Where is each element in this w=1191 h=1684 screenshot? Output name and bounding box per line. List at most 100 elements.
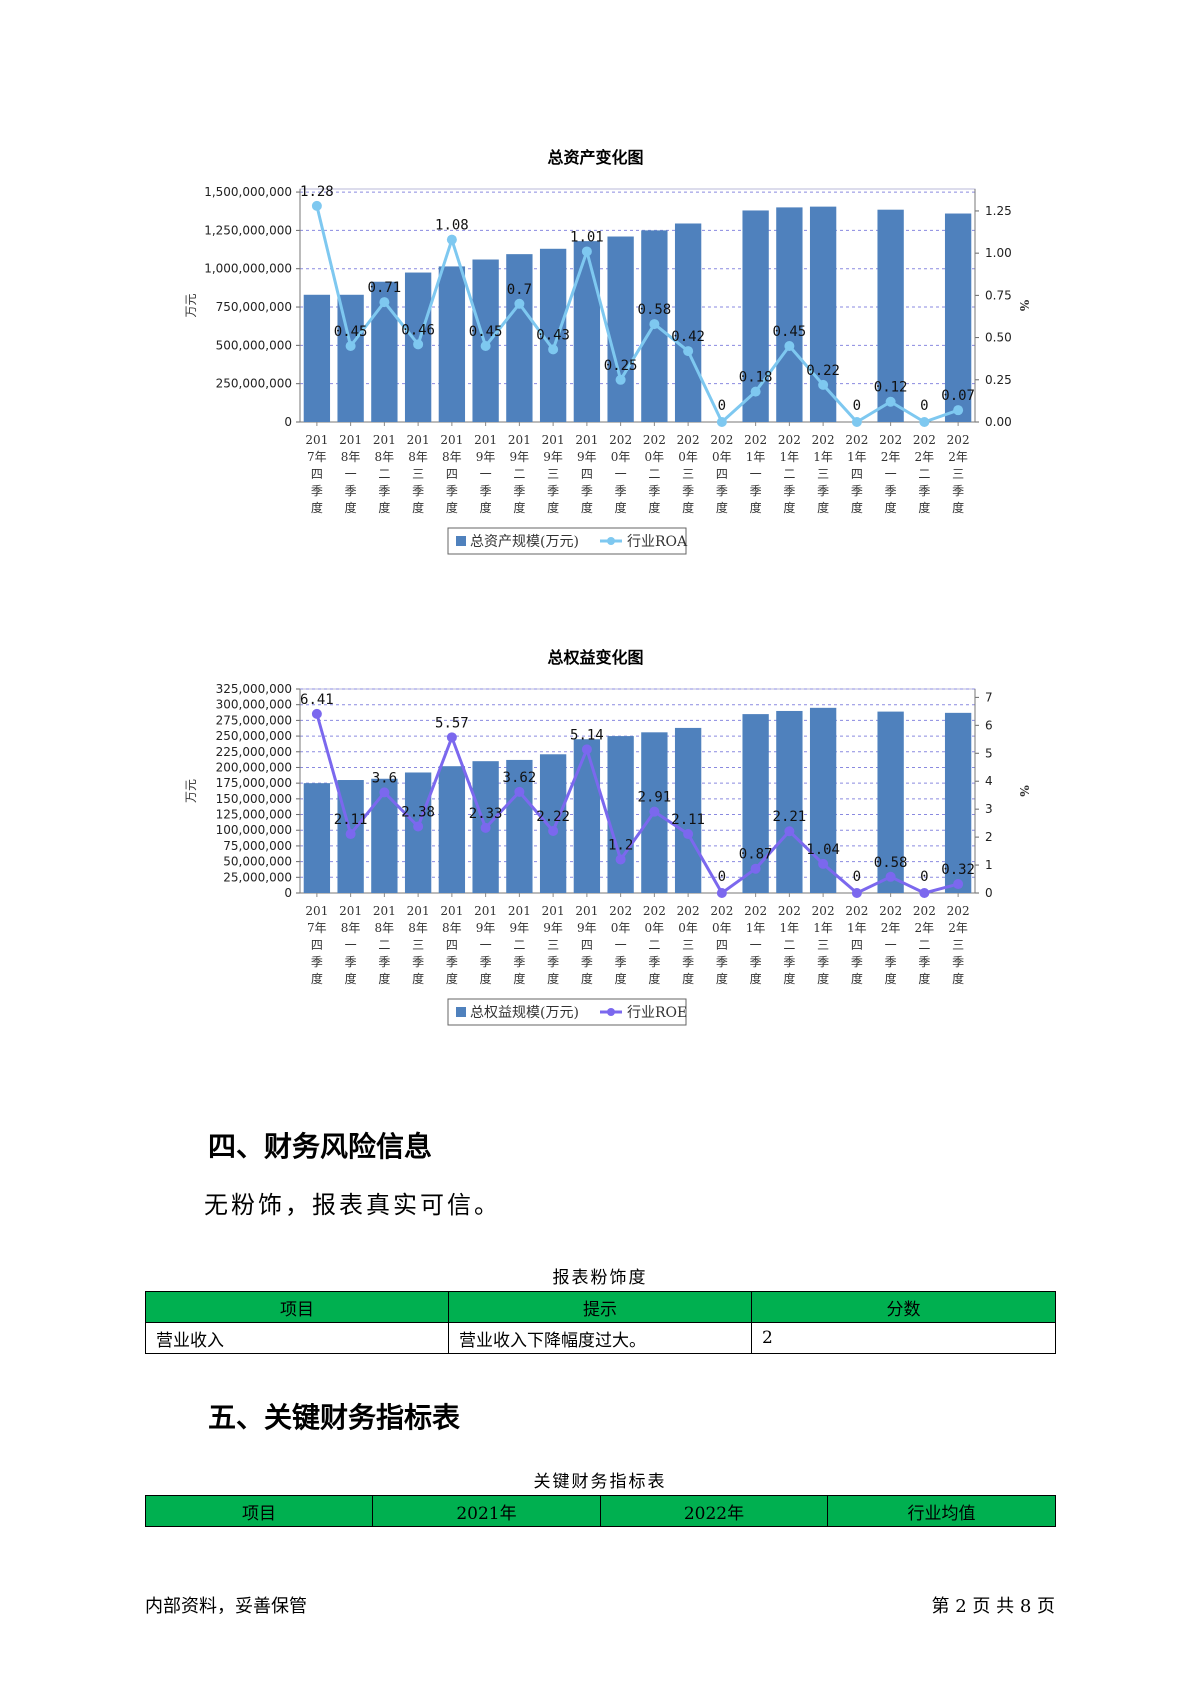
chart-1-title: 总资产变化图: [547, 148, 644, 167]
x-tick-line: 季: [412, 955, 424, 969]
legend-bar-label: 总资产规模(万元): [470, 534, 579, 550]
x-tick-line: 0年: [645, 450, 665, 464]
x-tick-line: 三: [952, 467, 964, 481]
x-tick-line: 201: [339, 904, 362, 918]
right-axis-tick-label: 1: [985, 858, 993, 872]
x-axis-tick-label: 202 2年一季度: [879, 904, 902, 986]
x-tick-line: 度: [378, 971, 390, 986]
x-tick-line: 季: [750, 484, 762, 498]
left-axis-tick-label: 175,000,000: [216, 776, 292, 790]
line-point: [514, 786, 525, 797]
right-axis-tick-label: 4: [985, 774, 993, 788]
line-point: [446, 234, 457, 245]
series-line: [315, 713, 959, 895]
x-tick-line: 201: [305, 433, 328, 447]
line-point: [480, 822, 491, 833]
x-tick-line: 202: [778, 904, 801, 918]
bar: [944, 213, 972, 422]
data-label: 0.46: [401, 322, 435, 338]
x-tick-line: 9年: [577, 921, 597, 935]
x-tick-line: 201: [339, 433, 362, 447]
x-tick-line: 度: [480, 500, 492, 515]
x-axis-tick-label: 202 1年二季度: [778, 904, 801, 986]
data-label: 2.33: [469, 806, 503, 822]
right-axis-tick-label: 7: [985, 690, 993, 704]
x-tick-line: 202: [744, 433, 767, 447]
left-axis-tick-label: 75,000,000: [223, 839, 292, 853]
x-tick-line: 度: [581, 971, 593, 986]
x-axis-tick-label: 202 0年四季度: [710, 433, 733, 515]
x-tick-line: 度: [378, 500, 390, 515]
x-tick-line: 季: [918, 484, 930, 498]
x-tick-line: 202: [879, 904, 902, 918]
x-tick-line: 季: [817, 955, 829, 969]
x-tick-line: 9年: [510, 450, 530, 464]
left-axis-tick-label: 25,000,000: [223, 870, 292, 884]
x-tick-line: 2年: [915, 921, 935, 935]
table-header-row: 项目 提示 分数: [145, 1291, 1056, 1323]
x-tick-line: 三: [817, 938, 829, 952]
x-tick-line: 9年: [577, 450, 597, 464]
bar: [506, 254, 533, 422]
bar: [877, 209, 904, 422]
line-point: [851, 417, 862, 427]
x-axis-tick-label: 201 8年一季度: [339, 904, 362, 986]
line-point: [379, 297, 390, 308]
x-tick-line: 9年: [543, 921, 563, 935]
x-tick-line: 季: [716, 484, 728, 498]
line-point: [919, 888, 930, 898]
bar: [472, 259, 499, 422]
data-label: 6.41: [300, 692, 334, 708]
bar: [573, 241, 601, 422]
x-tick-line: 度: [480, 971, 492, 986]
bar: [877, 711, 904, 893]
data-label: 0.58: [638, 302, 672, 318]
x-tick-line: 一: [615, 938, 627, 952]
left-axis-tick-label: 500,000,000: [216, 338, 292, 352]
x-tick-line: 201: [407, 433, 430, 447]
line-point: [851, 888, 862, 898]
x-axis-tick-label: 202 2年二季度: [913, 904, 936, 986]
x-tick-line: 季: [918, 955, 930, 969]
right-axis-tick-label: 0.50: [985, 331, 1012, 345]
x-tick-line: 季: [682, 484, 694, 498]
x-tick-line: 三: [682, 467, 694, 481]
section-5-heading: 五、关键财务指标表: [208, 1401, 461, 1434]
x-tick-line: 201: [474, 904, 497, 918]
legend-line-marker: [607, 1008, 615, 1016]
x-tick-line: 季: [513, 484, 525, 498]
x-tick-line: 202: [609, 904, 632, 918]
x-tick-line: 202: [609, 433, 632, 447]
x-tick-line: 202: [812, 904, 835, 918]
right-axis-tick-label: 3: [985, 802, 993, 816]
x-tick-line: 季: [885, 955, 897, 969]
x-tick-line: 201: [373, 433, 396, 447]
data-label: 5.57: [435, 715, 469, 731]
x-tick-line: 季: [750, 955, 762, 969]
x-tick-line: 一: [750, 938, 762, 952]
line-point: [548, 825, 559, 836]
line-point: [514, 298, 525, 309]
whitewash-table: 项目 提示 分数 营业收入 营业收入下降幅度过大。 2: [145, 1291, 1056, 1354]
bar: [303, 294, 331, 422]
x-tick-line: 度: [682, 500, 694, 515]
x-tick-line: 三: [547, 938, 559, 952]
line-point: [413, 339, 424, 350]
left-axis-tick-label: 50,000,000: [223, 855, 292, 869]
x-tick-line: 8年: [375, 921, 395, 935]
left-axis-tick-label: 1,000,000,000: [204, 262, 292, 276]
x-tick-line: 201: [575, 433, 598, 447]
data-label: 5.14: [570, 727, 604, 743]
section-4-text: 无粉饰，报表真实可信。: [204, 1191, 501, 1219]
data-label: 3.62: [503, 770, 537, 786]
x-tick-line: 1年: [780, 921, 800, 935]
x-tick-line: 9年: [510, 921, 530, 935]
x-tick-line: 季: [547, 484, 559, 498]
x-axis-tick-label: 201 8年四季度: [440, 433, 463, 515]
data-label: 2.11: [671, 812, 705, 828]
x-tick-line: 8年: [408, 450, 428, 464]
table-row: 营业收入 营业收入下降幅度过大。 2: [145, 1322, 1056, 1354]
line-point: [345, 829, 356, 840]
header-cell: 2022年: [600, 1495, 828, 1527]
line-point: [581, 246, 592, 257]
